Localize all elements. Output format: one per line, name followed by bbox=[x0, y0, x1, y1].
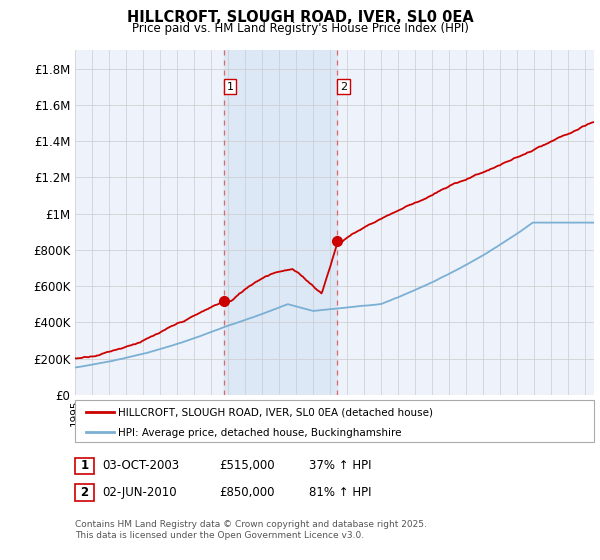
Text: HPI: Average price, detached house, Buckinghamshire: HPI: Average price, detached house, Buck… bbox=[118, 428, 402, 438]
Text: 81% ↑ HPI: 81% ↑ HPI bbox=[309, 486, 371, 500]
Text: 1: 1 bbox=[226, 82, 233, 92]
Text: HILLCROFT, SLOUGH ROAD, IVER, SL0 0EA: HILLCROFT, SLOUGH ROAD, IVER, SL0 0EA bbox=[127, 10, 473, 25]
Text: 2: 2 bbox=[80, 486, 89, 500]
Text: HILLCROFT, SLOUGH ROAD, IVER, SL0 0EA (detached house): HILLCROFT, SLOUGH ROAD, IVER, SL0 0EA (d… bbox=[118, 408, 433, 418]
Text: 03-OCT-2003: 03-OCT-2003 bbox=[102, 459, 179, 473]
Text: 02-JUN-2010: 02-JUN-2010 bbox=[102, 486, 176, 500]
Text: 37% ↑ HPI: 37% ↑ HPI bbox=[309, 459, 371, 473]
Text: £850,000: £850,000 bbox=[219, 486, 275, 500]
Text: £515,000: £515,000 bbox=[219, 459, 275, 473]
Bar bbox=[224, 50, 337, 395]
Text: Price paid vs. HM Land Registry's House Price Index (HPI): Price paid vs. HM Land Registry's House … bbox=[131, 22, 469, 35]
Text: Contains HM Land Registry data © Crown copyright and database right 2025.
This d: Contains HM Land Registry data © Crown c… bbox=[75, 520, 427, 540]
Text: 1: 1 bbox=[80, 459, 89, 473]
Text: 2: 2 bbox=[340, 82, 347, 92]
